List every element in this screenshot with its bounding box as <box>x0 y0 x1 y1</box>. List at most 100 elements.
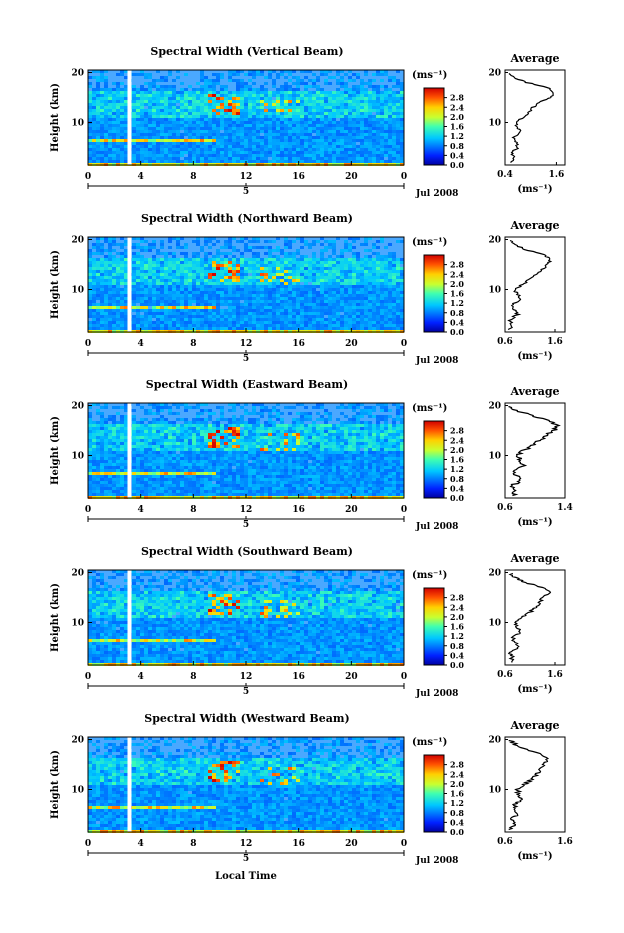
heatmap-cell <box>352 246 356 249</box>
heatmap-cell <box>116 309 120 312</box>
heatmap-cell <box>212 258 216 261</box>
heatmap-cell <box>168 406 172 409</box>
heatmap-cell <box>236 279 240 282</box>
heatmap-cell <box>156 103 160 106</box>
heatmap-cell <box>184 139 188 142</box>
heatmap-cell <box>228 324 232 327</box>
heatmap-cell <box>148 273 152 276</box>
heatmap-cell <box>228 115 232 118</box>
heatmap-cell <box>296 282 300 285</box>
heatmap-cell <box>372 264 376 267</box>
heatmap-cell <box>216 136 220 139</box>
heatmap-cell <box>360 306 364 309</box>
heatmap-cell <box>208 106 212 109</box>
heatmap-cell <box>288 294 292 297</box>
heatmap-cell <box>196 267 200 270</box>
heatmap-cell <box>244 324 248 327</box>
heatmap-cell <box>124 424 128 427</box>
heatmap-cell <box>256 303 260 306</box>
heatmap-cell <box>344 246 348 249</box>
heatmap-cell <box>388 133 392 136</box>
heatmap-cell <box>356 415 360 418</box>
heatmap-cell <box>220 321 224 324</box>
heatmap-cell <box>296 294 300 297</box>
heatmap-cell <box>396 303 400 306</box>
heatmap-cell <box>372 324 376 327</box>
heatmap-cell <box>216 76 220 79</box>
heatmap-cell <box>316 418 320 421</box>
x-tick-label: 8 <box>190 172 196 182</box>
heatmap-cell <box>176 312 180 315</box>
heatmap-cell <box>388 273 392 276</box>
heatmap-cell <box>200 136 204 139</box>
heatmap-cell <box>324 148 328 151</box>
heatmap-cell <box>392 151 396 154</box>
heatmap-cell <box>164 312 168 315</box>
heatmap-cell <box>104 424 108 427</box>
heatmap-cell <box>348 270 352 273</box>
heatmap-cell <box>356 300 360 303</box>
heatmap-cell <box>232 291 236 294</box>
heatmap-cell <box>248 124 252 127</box>
heatmap-cell <box>192 94 196 97</box>
heatmap-cell <box>272 121 276 124</box>
heatmap-cell <box>344 106 348 109</box>
heatmap-cell <box>316 127 320 130</box>
heatmap-cell <box>304 130 308 133</box>
heatmap-cell <box>112 157 116 160</box>
heatmap-cell <box>384 415 388 418</box>
heatmap-cell <box>392 306 396 309</box>
heatmap-cell <box>188 136 192 139</box>
heatmap-cell <box>340 297 344 300</box>
heatmap-cell <box>104 148 108 151</box>
heatmap-cell <box>232 309 236 312</box>
heatmap-cell <box>360 424 364 427</box>
heatmap-cell <box>340 118 344 121</box>
heatmap-cell <box>328 291 332 294</box>
heatmap-cell <box>192 151 196 154</box>
heatmap-cell <box>200 112 204 115</box>
heatmap-cell <box>196 252 200 255</box>
heatmap-cell <box>388 303 392 306</box>
heatmap-cell <box>236 285 240 288</box>
heatmap-cell <box>316 133 320 136</box>
heatmap-cell <box>316 121 320 124</box>
heatmap-cell <box>116 406 120 409</box>
heatmap-cell <box>88 127 92 130</box>
heatmap-cell <box>364 409 368 412</box>
heatmap-cell <box>92 270 96 273</box>
heatmap-cell <box>168 321 172 324</box>
heatmap-cell <box>256 424 260 427</box>
heatmap-cell <box>288 270 292 273</box>
heatmap-cell <box>280 106 284 109</box>
heatmap-cell <box>120 306 124 309</box>
heatmap-cell <box>164 258 168 261</box>
heatmap-cell <box>224 157 228 160</box>
heatmap-cell <box>192 139 196 142</box>
heatmap-cell <box>256 421 260 424</box>
heatmap-cell <box>248 321 252 324</box>
heatmap-cell <box>192 142 196 145</box>
heatmap-cell <box>148 148 152 151</box>
heatmap-cell <box>228 424 232 427</box>
heatmap-cell <box>396 151 400 154</box>
heatmap-cell <box>384 267 388 270</box>
heatmap-cell <box>316 157 320 160</box>
heatmap-cell <box>140 73 144 76</box>
heatmap-cell <box>180 106 184 109</box>
heatmap-cell <box>268 300 272 303</box>
heatmap-cell <box>268 142 272 145</box>
heatmap-cell <box>236 421 240 424</box>
heatmap-cell <box>132 112 136 115</box>
heatmap-cell <box>188 270 192 273</box>
heatmap-cell <box>220 109 224 112</box>
heatmap-cell <box>296 100 300 103</box>
heatmap-cell <box>300 118 304 121</box>
heatmap-cell <box>116 294 120 297</box>
heatmap-cell <box>92 154 96 157</box>
heatmap-cell <box>136 324 140 327</box>
heatmap-cell <box>204 264 208 267</box>
heatmap-cell <box>356 297 360 300</box>
heatmap-cell <box>204 97 208 100</box>
heatmap-cell <box>240 406 244 409</box>
